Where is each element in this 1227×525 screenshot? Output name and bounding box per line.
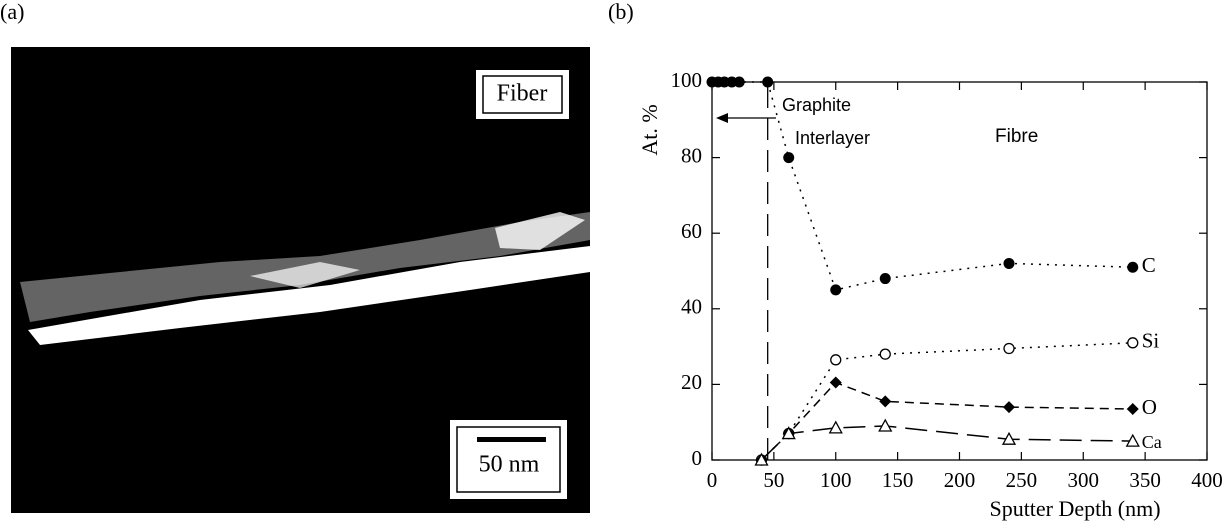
y-axis-label: At. % [637,104,662,155]
x-tick-label: 350 [1129,468,1161,492]
interlayer-debris [495,212,585,250]
point [1003,257,1015,269]
y-tick-label: 100 [671,68,703,92]
point [878,418,893,432]
series-line [760,342,1133,461]
point [1127,261,1139,273]
y-tick-label: 20 [681,370,702,394]
point [733,76,745,88]
point [879,273,891,285]
x-tick-label: 250 [1006,468,1038,492]
panel-label: (a) [0,0,24,24]
series-line [712,81,1133,291]
point [1127,337,1139,349]
point [1001,431,1017,445]
x-axis-label: Sputter Depth (nm) [989,496,1160,521]
series-line [760,381,1133,461]
panel-label: (b) [608,0,634,24]
point [830,354,842,366]
inset-box [482,75,563,114]
point [1126,402,1139,415]
inset-frame [476,70,569,119]
x-tick-label: 400 [1191,468,1223,492]
y-tick-label: 80 [681,143,702,167]
scale-bar [477,437,546,442]
scale-box [456,426,561,493]
point [762,76,774,88]
y-tick-label: 40 [681,295,702,319]
x-tick-label: 200 [944,468,976,492]
point [754,452,769,466]
annotation: Graphite [782,95,851,115]
series-label: Si [1142,329,1160,353]
series-label: Ca [1142,432,1162,452]
point [781,426,796,440]
annotation: Fibre [995,126,1038,147]
x-tick-label: 0 [707,468,718,492]
point [1003,342,1015,355]
x-tick-label: 150 [882,468,914,492]
x-tick-label: 300 [1068,468,1100,492]
point [879,395,892,408]
series-line [760,425,1133,461]
y-tick-label: 0 [692,446,703,470]
y-tick-label: 60 [681,219,702,243]
point [783,152,795,164]
point [829,376,842,389]
x-tick-label: 50 [763,468,784,492]
point [1125,433,1140,447]
point [828,420,843,434]
scale-label: 50 nm [479,452,540,478]
point [830,284,842,296]
scale-frame [450,420,567,499]
point [879,348,891,360]
point [1003,401,1015,414]
series-label: O [1142,395,1157,419]
arrow-head [716,113,728,123]
interlayer-streak [28,246,590,345]
x-tick-label: 100 [820,468,852,492]
interlayer-debris [250,262,360,288]
inset-label: Fiber [497,81,548,107]
annotation: Interlayer [795,128,870,148]
series-label: C [1142,253,1156,277]
